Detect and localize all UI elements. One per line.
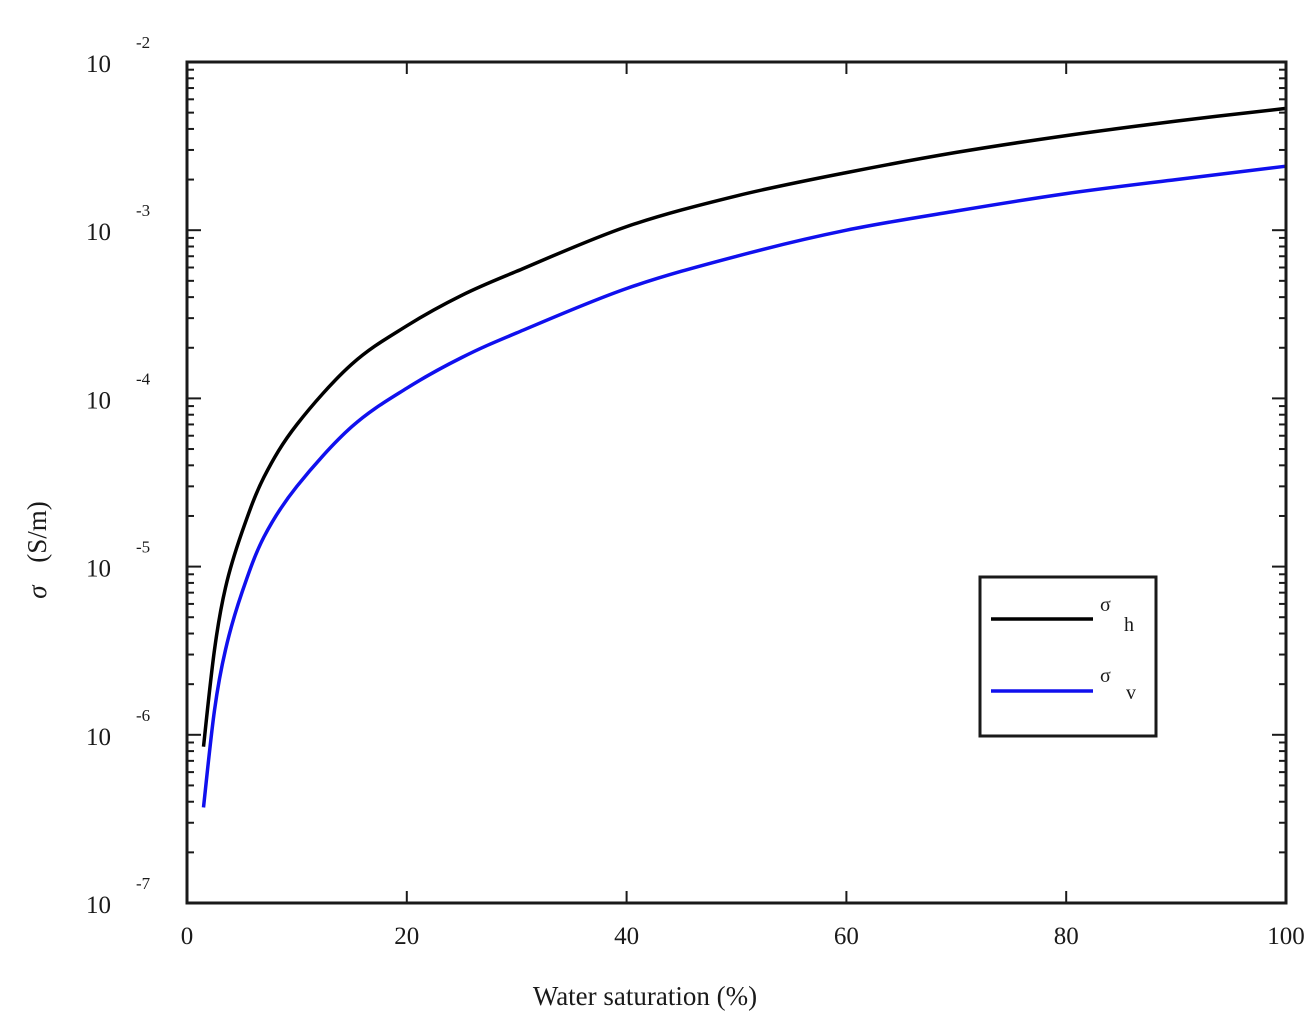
legend: σ h σ v — [978, 575, 1158, 738]
x-tick-label: 0 — [181, 923, 194, 950]
x-tick-label: 80 — [1054, 923, 1079, 950]
x-axis-label: Water saturation (%) — [533, 981, 757, 1011]
y-tick-label: 10-7 — [86, 874, 151, 919]
y-tick-exponent: -6 — [136, 706, 150, 725]
y-tick-label: 10-3 — [86, 201, 150, 246]
x-tick-label: 100 — [1267, 923, 1305, 950]
y-tick-exponent: -2 — [136, 33, 150, 52]
x-tick-label: 20 — [394, 923, 419, 950]
x-tick-label: 40 — [614, 923, 639, 950]
plot-frame — [185, 60, 1288, 905]
y-axis-label: σ (S/m) — [22, 501, 52, 599]
y-tick-label: 10-2 — [86, 33, 150, 78]
ticks-layer — [186, 61, 1287, 904]
y-tick-exponent: -7 — [136, 874, 151, 893]
series-layer — [201, 106, 1287, 808]
y-tick-exponent: -4 — [136, 369, 151, 388]
y-tick-exponent: -3 — [136, 201, 150, 220]
legend-label-v: σ v — [1100, 665, 1136, 704]
y-axis-units: (S/m) — [22, 501, 52, 563]
series-line-h — [201, 106, 1287, 747]
labels-layer: 0 20 40 60 80 100 10-7 10-6 10-5 10-4 10-3 10-2 — [86, 33, 1305, 950]
y-tick-exponent: -5 — [136, 538, 150, 557]
x-tick-label: 60 — [834, 923, 859, 950]
series-line-v — [201, 164, 1287, 808]
y-tick-label: 10-5 — [86, 538, 150, 583]
y-tick-label: 10-4 — [86, 369, 151, 414]
y-tick-label: 10-6 — [86, 706, 150, 751]
legend-box — [978, 575, 1158, 738]
svg-text:σ (S/m): σ (S/m) — [22, 501, 52, 599]
y-axis-symbol: σ — [22, 584, 52, 599]
legend-label-h: σ h — [1100, 594, 1134, 636]
